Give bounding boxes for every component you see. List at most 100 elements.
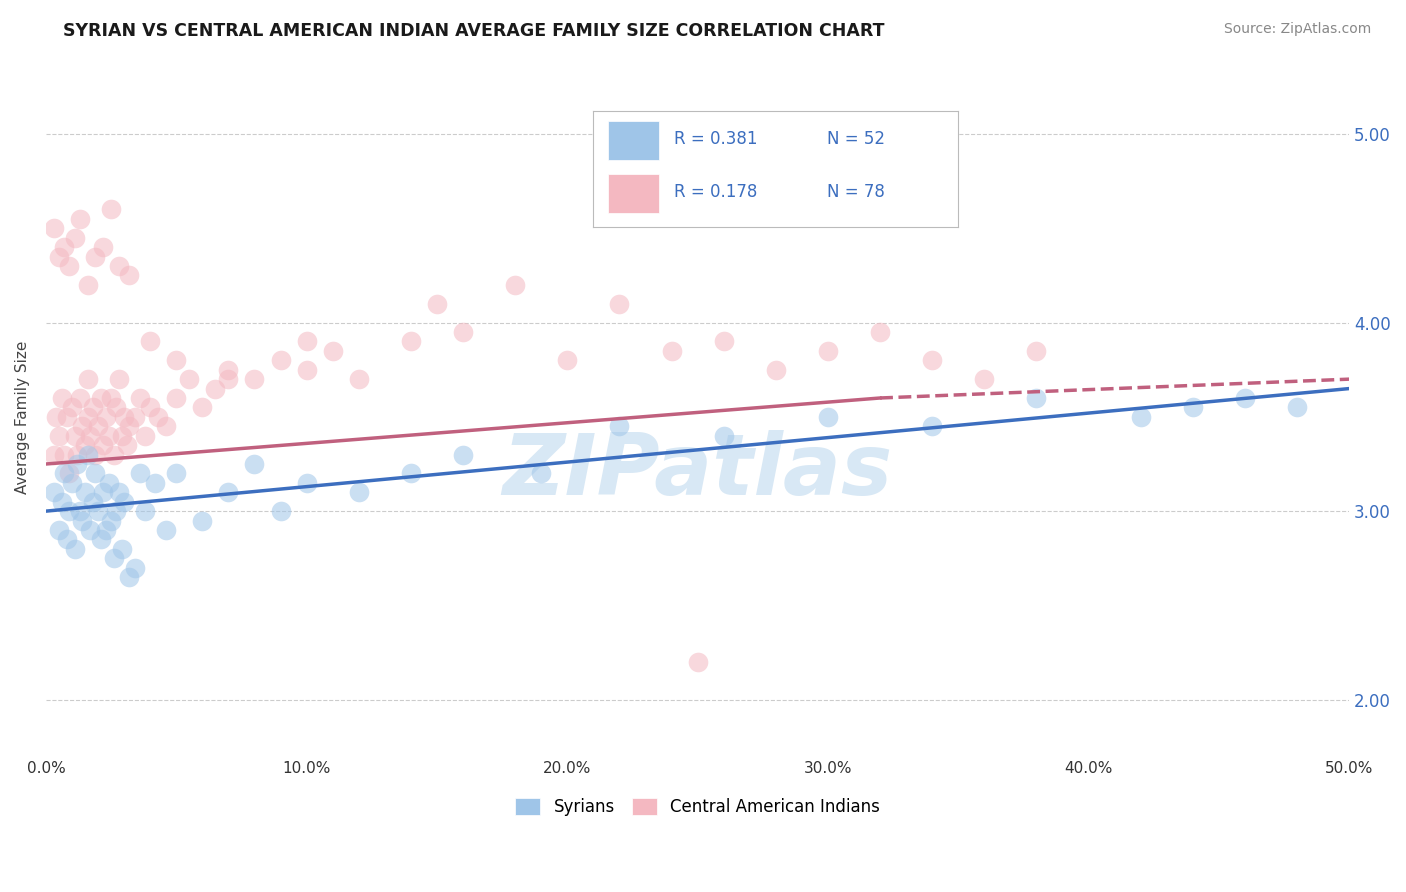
Syrians [87, 504, 110, 518]
Central American Indians [139, 334, 162, 349]
Syrians [66, 457, 89, 471]
Syrians [112, 494, 135, 508]
Central American Indians [84, 250, 107, 264]
Central American Indians [48, 250, 70, 264]
Text: ZIPatlas: ZIPatlas [502, 430, 893, 513]
Syrians [145, 475, 167, 490]
Central American Indians [58, 259, 80, 273]
Syrians [295, 475, 318, 490]
Syrians [921, 419, 943, 434]
Syrians [165, 467, 187, 481]
Central American Indians [451, 325, 474, 339]
Central American Indians [112, 409, 135, 424]
Central American Indians [609, 296, 631, 310]
Central American Indians [75, 438, 97, 452]
Central American Indians [115, 438, 138, 452]
Central American Indians [179, 372, 201, 386]
Central American Indians [66, 448, 89, 462]
Syrians [76, 448, 98, 462]
Central American Indians [82, 401, 104, 415]
Syrians [90, 533, 112, 547]
Syrians [105, 504, 128, 518]
Text: Source: ZipAtlas.com: Source: ZipAtlas.com [1223, 22, 1371, 37]
Y-axis label: Average Family Size: Average Family Size [15, 340, 30, 493]
Syrians [84, 467, 107, 481]
Syrians [103, 551, 125, 566]
Central American Indians [973, 372, 995, 386]
Syrians [97, 475, 120, 490]
Syrians [75, 485, 97, 500]
Central American Indians [191, 401, 214, 415]
Central American Indians [322, 343, 344, 358]
Central American Indians [108, 372, 131, 386]
Syrians [128, 467, 150, 481]
Syrians [609, 419, 631, 434]
Syrians [817, 409, 839, 424]
Central American Indians [94, 409, 117, 424]
Central American Indians [53, 240, 76, 254]
Central American Indians [243, 372, 266, 386]
Syrians [42, 485, 65, 500]
Central American Indians [124, 409, 146, 424]
Central American Indians [87, 419, 110, 434]
Syrians [60, 475, 83, 490]
Syrians [530, 467, 553, 481]
Central American Indians [347, 372, 370, 386]
Syrians [217, 485, 239, 500]
Central American Indians [399, 334, 422, 349]
Central American Indians [53, 448, 76, 462]
Syrians [100, 514, 122, 528]
Syrians [1129, 409, 1152, 424]
Legend: Syrians, Central American Indians: Syrians, Central American Indians [509, 791, 887, 822]
Syrians [82, 494, 104, 508]
Syrians [155, 523, 177, 537]
Central American Indians [661, 343, 683, 358]
Syrians [72, 514, 94, 528]
Central American Indians [128, 391, 150, 405]
Central American Indians [51, 391, 73, 405]
Syrians [270, 504, 292, 518]
Syrians [1286, 401, 1309, 415]
Syrians [48, 523, 70, 537]
Central American Indians [921, 353, 943, 368]
Central American Indians [63, 428, 86, 442]
Central American Indians [84, 448, 107, 462]
Syrians [191, 514, 214, 528]
Central American Indians [165, 353, 187, 368]
Syrians [79, 523, 101, 537]
Central American Indians [295, 362, 318, 376]
Central American Indians [295, 334, 318, 349]
Central American Indians [90, 391, 112, 405]
Syrians [63, 541, 86, 556]
Central American Indians [103, 448, 125, 462]
Syrians [1025, 391, 1047, 405]
Syrians [91, 485, 114, 500]
Text: SYRIAN VS CENTRAL AMERICAN INDIAN AVERAGE FAMILY SIZE CORRELATION CHART: SYRIAN VS CENTRAL AMERICAN INDIAN AVERAG… [63, 22, 884, 40]
Central American Indians [42, 221, 65, 235]
Syrians [69, 504, 91, 518]
Central American Indians [204, 382, 226, 396]
Central American Indians [91, 438, 114, 452]
Central American Indians [63, 230, 86, 244]
Central American Indians [100, 391, 122, 405]
Syrians [108, 485, 131, 500]
Central American Indians [100, 202, 122, 217]
Syrians [713, 428, 735, 442]
Central American Indians [118, 268, 141, 283]
Syrians [51, 494, 73, 508]
Central American Indians [817, 343, 839, 358]
Central American Indians [76, 277, 98, 292]
Syrians [399, 467, 422, 481]
Central American Indians [79, 428, 101, 442]
Central American Indians [56, 409, 79, 424]
Central American Indians [713, 334, 735, 349]
Central American Indians [58, 467, 80, 481]
Central American Indians [686, 655, 709, 669]
Central American Indians [555, 353, 578, 368]
Central American Indians [165, 391, 187, 405]
Syrians [94, 523, 117, 537]
Central American Indians [69, 211, 91, 226]
Central American Indians [134, 428, 156, 442]
Central American Indians [69, 391, 91, 405]
Central American Indians [91, 240, 114, 254]
